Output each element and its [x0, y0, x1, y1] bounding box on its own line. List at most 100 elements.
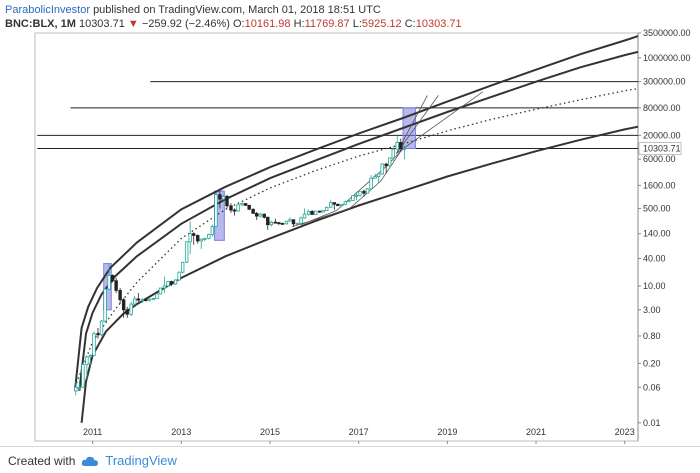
candle: [291, 219, 296, 227]
candle-body: [329, 202, 333, 208]
candle: [302, 208, 307, 219]
candle-body: [354, 194, 359, 197]
price-tick-label: 40.00: [643, 253, 666, 263]
candle-body: [258, 213, 262, 217]
candle-body: [225, 195, 229, 207]
candle: [365, 188, 370, 194]
candle: [369, 175, 373, 190]
candle: [121, 297, 126, 318]
candle-body: [299, 217, 303, 224]
candle: [133, 296, 137, 306]
candle-body: [251, 208, 255, 214]
candle: [317, 210, 322, 213]
candle: [225, 194, 229, 209]
candle: [243, 203, 248, 206]
candle: [262, 213, 266, 219]
candle-body: [92, 333, 96, 356]
candle: [103, 288, 107, 323]
candle-body: [162, 285, 167, 289]
candle-body: [351, 195, 355, 201]
candle: [184, 241, 189, 263]
candle: [92, 331, 96, 356]
candle-body: [236, 204, 240, 212]
candle-body: [313, 210, 318, 215]
candle-body: [173, 279, 178, 285]
candle-body: [254, 212, 259, 217]
horizontal-levels: [37, 81, 638, 149]
publish-header: ParabolicInvestor published on TradingVi…: [5, 3, 381, 18]
channel-curve: [73, 35, 639, 392]
tradingview-brand[interactable]: TradingView: [105, 453, 177, 468]
author-link[interactable]: ParabolicInvestor: [5, 4, 90, 16]
candle: [284, 220, 289, 225]
candle-body: [317, 210, 322, 213]
high-value: 11769.87: [304, 18, 350, 30]
candle: [144, 298, 148, 302]
plot-frame: [34, 32, 639, 442]
open-label: O:: [233, 18, 245, 30]
candle-body: [269, 221, 274, 226]
candle-body: [77, 386, 82, 389]
time-tick-label: 2011: [83, 427, 102, 437]
candle: [196, 234, 200, 244]
candle-body: [369, 177, 373, 190]
candle-body: [74, 386, 78, 392]
candle: [177, 271, 181, 281]
low-value: 5925.12: [361, 18, 402, 30]
candle-body: [207, 234, 211, 239]
candle-body: [295, 222, 300, 225]
candle-body: [399, 142, 403, 149]
footer-divider: [0, 446, 700, 447]
candle: [140, 297, 144, 303]
candle: [180, 261, 185, 274]
last-price: 10303.71: [78, 18, 125, 30]
candle: [188, 221, 192, 255]
candle-body: [177, 271, 181, 281]
candle: [288, 217, 292, 222]
price-change: −259.92 (−2.46%): [141, 18, 230, 30]
candle-body: [229, 205, 233, 211]
candle: [343, 200, 348, 205]
candle: [199, 238, 203, 249]
candle-body: [310, 211, 314, 215]
candle: [351, 195, 355, 201]
candle-body: [273, 221, 278, 224]
candle: [77, 381, 82, 391]
candle: [332, 202, 336, 210]
close-label: C:: [404, 18, 416, 30]
candle-body: [184, 241, 189, 263]
fan-line: [396, 95, 439, 154]
candle-body: [203, 238, 207, 240]
candle-body: [266, 216, 270, 226]
time-tick-label: 2019: [437, 427, 457, 437]
candle-body: [343, 201, 348, 205]
candle: [277, 222, 281, 226]
candle: [384, 162, 388, 173]
candle: [299, 216, 303, 224]
candle: [240, 202, 244, 207]
candle: [210, 224, 215, 237]
price-tick-label: 6000.00: [643, 154, 676, 164]
candle: [269, 220, 274, 227]
candle: [125, 306, 129, 318]
candle: [229, 203, 233, 213]
candle: [306, 209, 311, 216]
candle-body: [121, 299, 126, 311]
price-tick-label: 1000000.00: [643, 53, 691, 63]
candle-body: [103, 288, 107, 322]
candle: [166, 280, 170, 287]
ohlc-legend: BNC:BLX, 1M 10303.71 ▼ −259.92 (−2.46%) …: [5, 17, 462, 31]
candle: [388, 157, 392, 167]
candle-body: [192, 233, 196, 236]
price-tick-label: 3.00: [643, 305, 661, 315]
highlight-boxes: [103, 107, 416, 311]
candles: [74, 135, 407, 396]
candle-body: [129, 303, 133, 315]
candle-body: [147, 298, 152, 301]
candle-body: [125, 309, 129, 315]
high-label: H:: [293, 18, 305, 30]
candle: [88, 354, 93, 366]
candle: [118, 288, 122, 305]
price-chart[interactable]: 3500000.00 1000000.00 300000.00 80000.00 200…: [0, 0, 700, 446]
candle-body: [384, 163, 388, 167]
